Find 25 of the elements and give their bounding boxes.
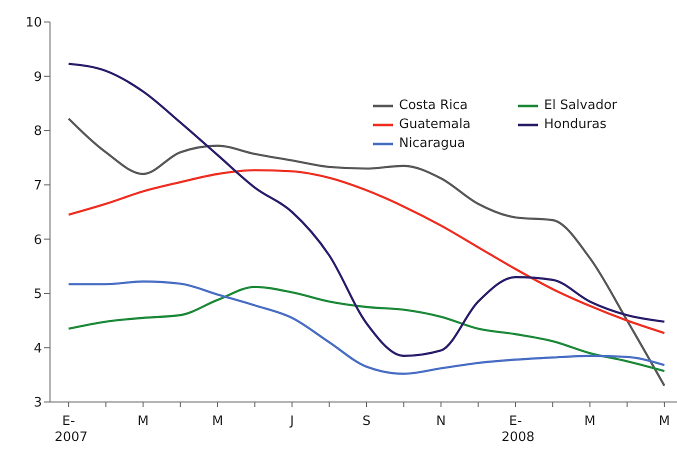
y-tick-label: 4: [34, 341, 42, 356]
y-tick-label: 7: [34, 178, 42, 194]
line-series: [68, 118, 666, 387]
x-tick-label: N: [436, 414, 446, 429]
legend-label: Guatemala: [399, 117, 471, 132]
line-series: [68, 169, 666, 334]
legend-label: Costa Rica: [399, 98, 468, 113]
legend-label: Honduras: [544, 117, 607, 132]
x-tick-label: S: [362, 414, 371, 429]
x-tick-label: E- 2008: [501, 414, 535, 445]
y-tick-label: 8: [34, 124, 42, 140]
x-tick-label: M: [584, 414, 596, 429]
x-tick-label: M: [212, 414, 224, 429]
y-tick-label: 3: [34, 396, 42, 411]
x-tick-label: M: [658, 414, 670, 429]
y-tick-label: 9: [34, 70, 42, 85]
x-tick-label: M: [137, 414, 149, 429]
legend-label: Nicaragua: [399, 136, 466, 151]
y-tick-label: 6: [34, 232, 42, 248]
x-tick-label: E- 2007: [54, 414, 88, 445]
legend-label: El Salvador: [544, 98, 617, 113]
line-series: [68, 62, 666, 357]
y-tick-label: 10: [25, 16, 42, 31]
x-tick-label: J: [289, 414, 294, 429]
y-tick-label: 5: [34, 287, 42, 302]
